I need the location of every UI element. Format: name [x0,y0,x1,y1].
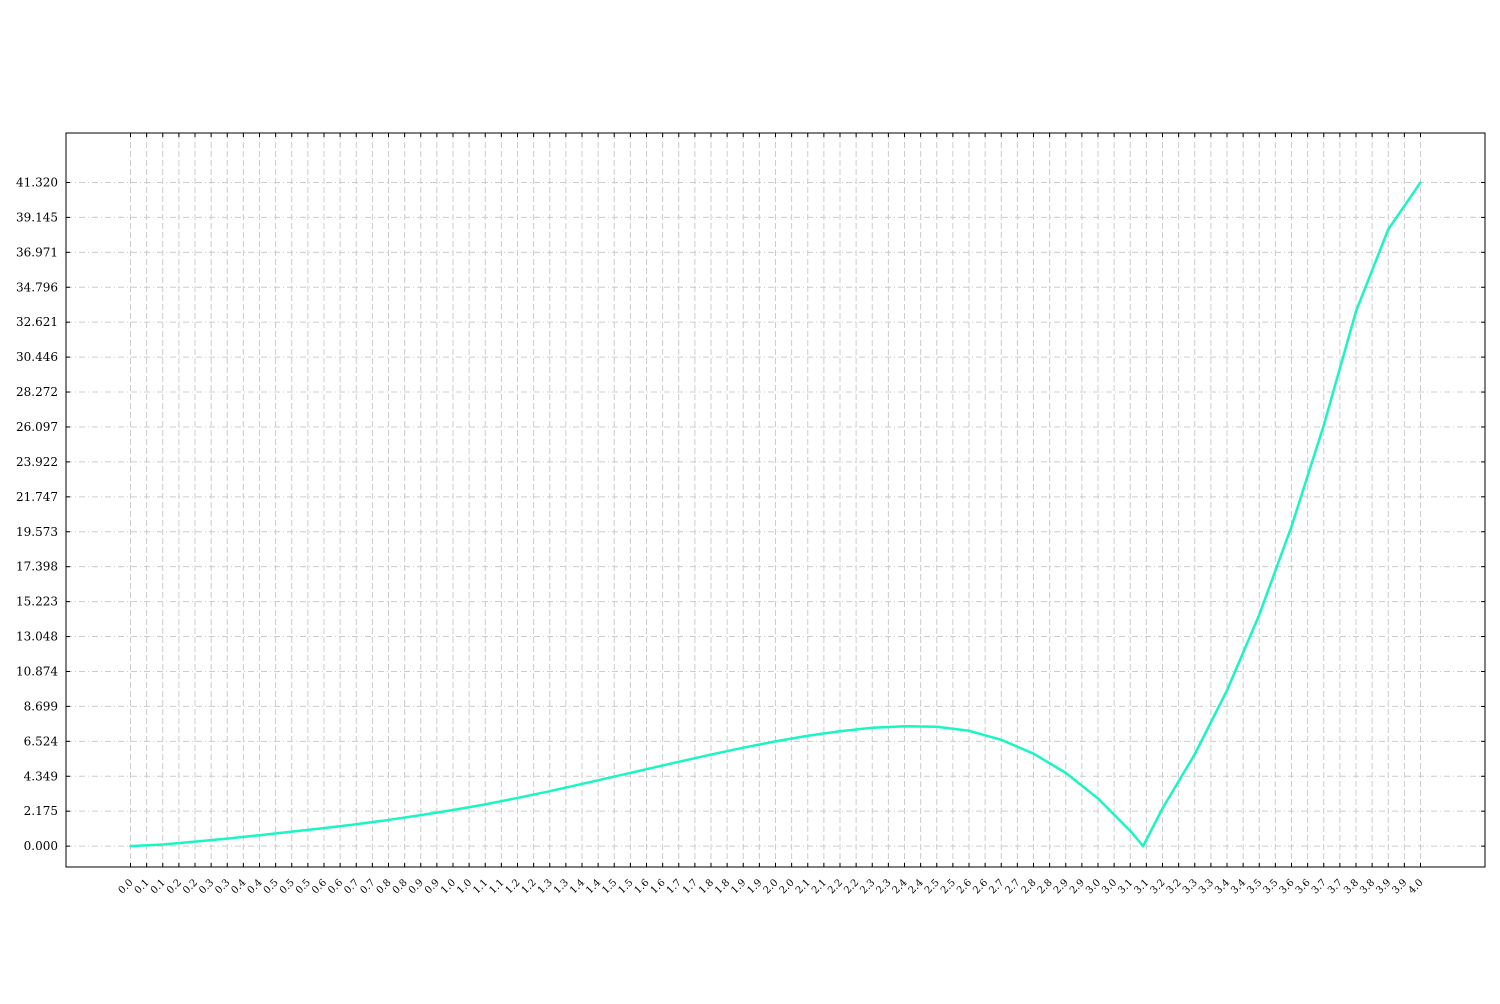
series-layer [129,181,1422,848]
y-tick-label: 6.524 [24,734,59,748]
y-tick-label: 0.000 [24,839,58,853]
y-axis-ticks: 0.000 2.175 4.349 6.524 8.699 10.874 13.048 15.… [16,175,1485,853]
y-tick-label: 30.446 [16,350,58,364]
y-tick-label: 13.048 [16,630,58,644]
y-tick-label: 10.874 [16,664,58,678]
y-tick-label: 4.349 [24,769,58,783]
y-tick-label: 2.175 [24,804,58,818]
series-line [129,181,1422,848]
y-tick-label: 28.272 [16,385,58,399]
y-tick-label: 39.145 [16,210,58,224]
y-tick-label: 36.971 [16,245,58,259]
y-tick-label: 26.097 [16,420,58,434]
y-tick-label: 21.747 [16,490,58,504]
y-tick-label: 19.573 [16,525,58,539]
y-tick-label: 23.922 [16,455,58,469]
y-tick-label: 41.320 [16,175,58,189]
y-tick-label: 8.699 [24,699,58,713]
y-tick-label: 17.398 [16,560,58,574]
y-tick-label: 34.796 [16,280,58,294]
y-tick-label: 32.621 [16,315,58,329]
y-tick-label: 15.223 [16,595,58,609]
grid-lines [66,133,1485,867]
